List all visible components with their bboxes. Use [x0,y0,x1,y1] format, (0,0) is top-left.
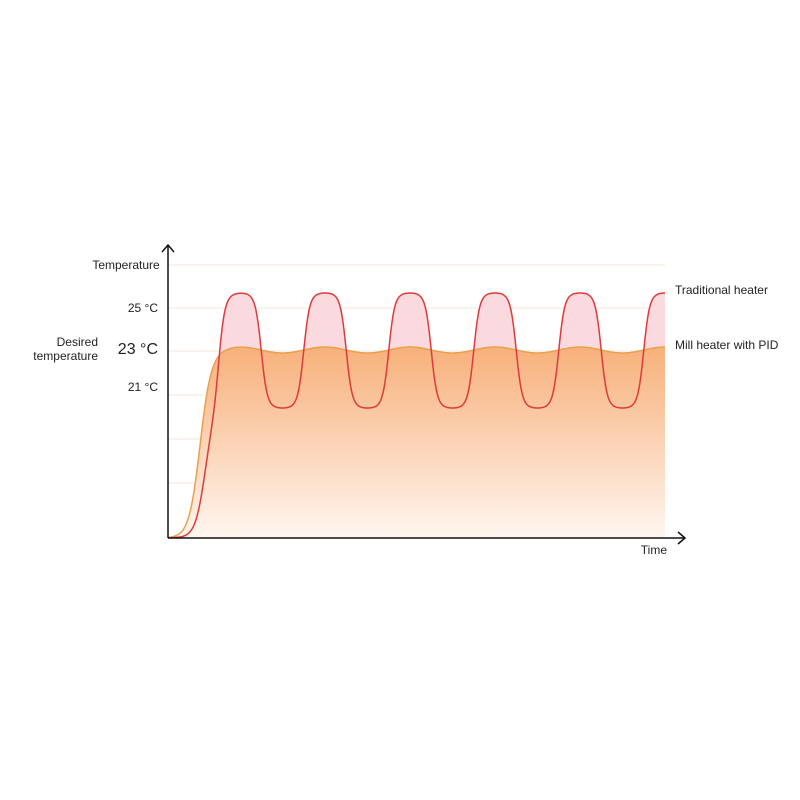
y-label: 25 °C [128,301,158,315]
legend-label: Mill heater with PID [675,338,779,352]
legend-label: Traditional heater [675,283,768,297]
traditional-line [167,292,665,539]
y-label: 23 °C [118,341,158,358]
desired-label: Desired [57,335,98,349]
y-axis-title: Temperature [92,258,160,272]
desired-label: temperature [33,349,98,363]
pid-line [167,346,665,539]
y-label: 21 °C [128,380,158,394]
pid-area [168,347,665,538]
x-axis-title: Time [641,543,668,557]
axes [161,243,687,545]
